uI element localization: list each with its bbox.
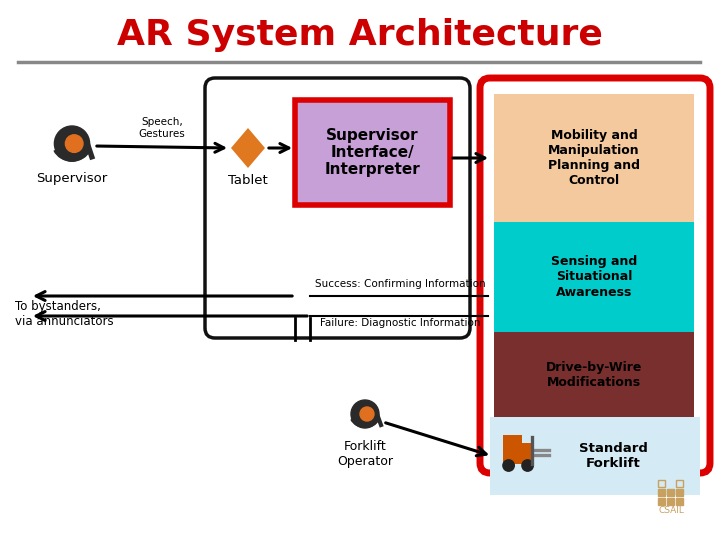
Text: CSAIL: CSAIL bbox=[658, 506, 684, 515]
Bar bbox=[658, 489, 665, 496]
Polygon shape bbox=[231, 128, 265, 168]
Text: Supervisor
Interface/
Interpreter: Supervisor Interface/ Interpreter bbox=[325, 127, 420, 178]
Text: Drive-by-Wire
Modifications: Drive-by-Wire Modifications bbox=[546, 361, 642, 388]
Bar bbox=[676, 489, 683, 496]
FancyBboxPatch shape bbox=[480, 78, 710, 473]
Bar bbox=[494, 94, 694, 222]
Bar bbox=[676, 498, 683, 505]
Text: AR System Architecture: AR System Architecture bbox=[117, 18, 603, 52]
Circle shape bbox=[351, 400, 379, 428]
FancyBboxPatch shape bbox=[205, 78, 470, 338]
Text: Forklift
Operator: Forklift Operator bbox=[337, 440, 393, 468]
Circle shape bbox=[503, 460, 514, 471]
Bar bbox=[658, 498, 665, 505]
Text: Standard
Forklift: Standard Forklift bbox=[579, 442, 647, 470]
Bar bbox=[503, 435, 522, 444]
Bar bbox=[667, 498, 674, 505]
Circle shape bbox=[66, 135, 83, 152]
Text: Supervisor: Supervisor bbox=[37, 172, 107, 185]
Circle shape bbox=[55, 126, 89, 161]
Circle shape bbox=[522, 460, 534, 471]
Circle shape bbox=[360, 407, 374, 421]
Text: Failure: Diagnostic Information: Failure: Diagnostic Information bbox=[320, 318, 480, 328]
Bar bbox=[494, 332, 694, 417]
Text: Speech,
Gestures: Speech, Gestures bbox=[139, 117, 185, 139]
Bar bbox=[490, 417, 700, 495]
Text: Success: Confirming Information: Success: Confirming Information bbox=[315, 279, 485, 289]
Bar bbox=[503, 443, 534, 464]
FancyBboxPatch shape bbox=[295, 100, 450, 205]
Text: Tablet: Tablet bbox=[228, 174, 268, 187]
Text: To bystanders,
via annunciators: To bystanders, via annunciators bbox=[15, 300, 114, 328]
Text: Sensing and
Situational
Awareness: Sensing and Situational Awareness bbox=[551, 255, 637, 299]
Bar bbox=[494, 222, 694, 332]
Bar bbox=[667, 489, 674, 496]
Bar bbox=[676, 480, 683, 487]
Text: Mobility and
Manipulation
Planning and
Control: Mobility and Manipulation Planning and C… bbox=[548, 129, 640, 187]
Bar bbox=[658, 480, 665, 487]
